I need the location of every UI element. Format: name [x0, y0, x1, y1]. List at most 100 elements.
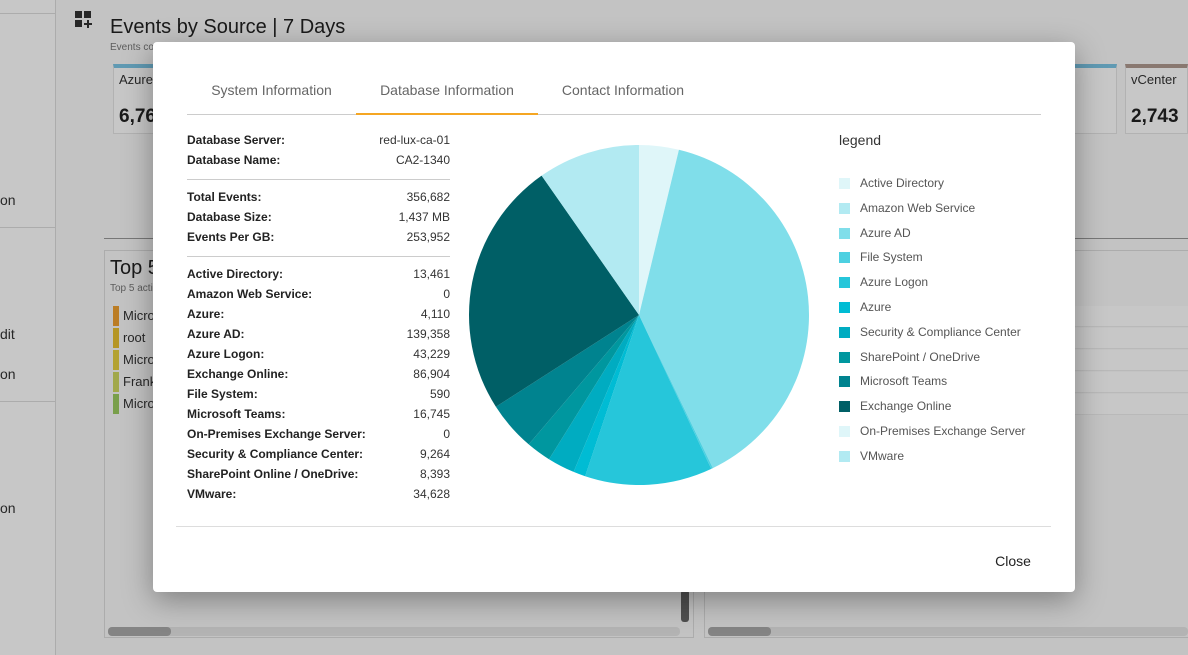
source-card[interactable]: vCenter 2,743 — [1125, 64, 1188, 134]
source-card-value: 2,743 — [1131, 106, 1179, 127]
source-card-label: Azure — [119, 72, 153, 87]
legend-swatch — [839, 426, 850, 437]
list-item[interactable]: Frank — [113, 372, 163, 392]
horizontal-scrollbar[interactable] — [108, 627, 680, 636]
info-key: Active Directory: — [187, 267, 284, 281]
info-row: On-Premises Exchange Server: 0 — [187, 424, 450, 444]
info-key: Database Name: — [187, 153, 281, 167]
legend-swatch — [839, 401, 850, 413]
info-value: 253,952 — [406, 230, 450, 244]
source-card-value: 6,76 — [119, 106, 156, 127]
info-value: 0 — [443, 427, 450, 441]
panel-title: Top 5 — [110, 257, 159, 279]
close-button[interactable]: Close — [984, 545, 1042, 577]
legend-swatch — [839, 178, 850, 189]
row-text: Micro — [123, 352, 155, 367]
pie-slice-file-system[interactable] — [639, 315, 713, 469]
footer-divider — [176, 526, 1051, 527]
legend-label: On-Premises Exchange Server — [860, 424, 1026, 438]
info-value: 4,110 — [420, 307, 450, 321]
tab-database-information[interactable]: Database Information — [356, 70, 538, 115]
add-widget-icon[interactable] — [74, 10, 94, 30]
info-divider — [187, 179, 450, 180]
info-row: Total Events: 356,682 — [187, 187, 450, 207]
info-row: Database Size: 1,437 MB — [187, 207, 450, 227]
pie-slice-azure-ad[interactable] — [639, 149, 810, 469]
pie-slice-exchange-online[interactable] — [469, 175, 639, 407]
info-key: Database Server: — [187, 133, 286, 147]
info-key: Database Size: — [187, 210, 272, 224]
pie-slice-microsoft-teams[interactable] — [495, 315, 639, 445]
info-key: Amazon Web Service: — [187, 287, 313, 301]
info-row: File System: 590 — [187, 384, 450, 404]
info-row: Security & Compliance Center: 9,264 — [187, 444, 450, 464]
legend-label: Azure — [860, 300, 892, 314]
horizontal-scrollbar[interactable] — [708, 627, 1188, 636]
info-value: 8,393 — [419, 467, 450, 481]
info-row: Database Server: red-lux-ca-01 — [187, 130, 450, 150]
info-row: Azure: 4,110 — [187, 304, 450, 324]
left-nav: on dit on on — [0, 0, 56, 655]
legend-label: Security & Compliance Center — [860, 324, 1021, 339]
tab-system-information[interactable]: System Information — [211, 82, 332, 98]
pie-slice-security-compliance-center[interactable] — [549, 315, 639, 472]
legend-swatch — [839, 252, 850, 264]
info-key: Azure: — [187, 307, 225, 321]
legend-swatch — [839, 326, 850, 338]
pie-slice-azure-logon[interactable] — [585, 315, 712, 486]
info-row: VMware: 34,628 — [187, 484, 450, 504]
legend-label: Active Directory — [860, 176, 945, 190]
info-row: SharePoint Online / OneDrive: 8,393 — [187, 464, 450, 484]
info-value: 1,437 MB — [398, 210, 450, 224]
row-text: Micro — [123, 308, 155, 323]
pie-slice-vmware[interactable] — [541, 145, 639, 315]
pie-slice-active-directory[interactable] — [639, 145, 679, 315]
legend-label: Amazon Web Service — [860, 200, 976, 215]
legend-label: SharePoint / OneDrive — [860, 349, 981, 364]
info-row: Active Directory: 13,461 — [187, 264, 450, 284]
legend-label: VMware — [860, 448, 905, 463]
nav-item[interactable]: on — [0, 500, 16, 516]
info-key: SharePoint Online / OneDrive: — [187, 467, 359, 481]
info-row: Database Name: CA2-1340 — [187, 150, 450, 170]
info-value: 34,628 — [413, 487, 450, 501]
info-row: Exchange Online: 86,904 — [187, 364, 450, 384]
list-item[interactable]: Micro — [113, 306, 163, 326]
list-item[interactable]: Micro — [113, 394, 163, 414]
legend-title: legend — [839, 132, 882, 148]
nav-divider — [0, 227, 56, 228]
panel-subtitle: Top 5 acti — [110, 283, 153, 294]
info-row: Microsoft Teams: 16,745 — [187, 404, 450, 424]
pie-slice-azure[interactable] — [573, 315, 639, 477]
tab-contact-information[interactable]: Contact Information — [561, 82, 685, 98]
nav-item[interactable]: on — [0, 192, 16, 208]
info-value: CA2-1340 — [395, 153, 450, 167]
info-key: Microsoft Teams: — [187, 407, 286, 421]
legend-label: Azure Logon — [860, 275, 929, 290]
row-color-bar — [113, 372, 119, 392]
legend-swatch — [839, 277, 850, 289]
legend-label: Exchange Online — [860, 399, 952, 414]
legend-swatch — [839, 202, 850, 214]
info-value: 13,461 — [413, 267, 450, 281]
tab-bar: System Information Database Information … — [187, 70, 1041, 115]
info-divider — [187, 256, 450, 257]
legend-swatch — [839, 227, 850, 239]
legend-swatch — [839, 302, 850, 313]
nav-item[interactable]: on — [0, 366, 16, 382]
info-value: 16,745 — [413, 407, 450, 421]
nav-item[interactable]: dit — [0, 326, 15, 342]
row-text: root — [123, 330, 146, 345]
list-item[interactable]: Micro — [113, 350, 163, 370]
pie-slice-sharepoint-onedrive[interactable] — [528, 315, 639, 460]
info-row: Azure AD: 139,358 — [187, 324, 450, 344]
info-key: On-Premises Exchange Server: — [187, 427, 366, 441]
list-item[interactable]: root — [113, 328, 163, 348]
row-color-bar — [113, 394, 119, 414]
info-value: 590 — [429, 387, 450, 401]
vertical-scrollbar[interactable] — [681, 590, 689, 622]
info-row: Events Per GB: 253,952 — [187, 227, 450, 247]
info-key: File System: — [187, 387, 258, 401]
info-row: Azure Logon: 43,229 — [187, 344, 450, 364]
row-color-bar — [113, 306, 119, 326]
